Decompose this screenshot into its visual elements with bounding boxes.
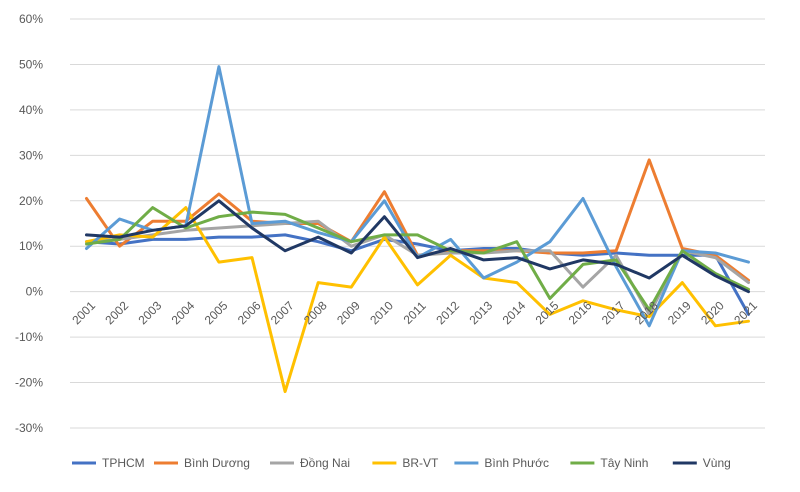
legend-label: Tây Ninh xyxy=(600,456,648,470)
y-axis-ticks: 60% 50% 40% 30% 20% 10% 0% -10% -20% -30% xyxy=(15,12,43,435)
x-tick-label: 2002 xyxy=(102,298,131,327)
y-tick-label: -10% xyxy=(15,330,43,344)
gridlines xyxy=(70,18,765,429)
series-lines xyxy=(85,65,750,394)
x-tick-label: 2004 xyxy=(169,298,198,327)
legend-label: Bình Phước xyxy=(484,456,549,470)
series-line-bình-phước xyxy=(85,65,750,328)
y-tick-label: -20% xyxy=(15,376,43,390)
y-tick-label: 0% xyxy=(26,285,44,299)
legend-item: Vùng xyxy=(672,456,731,470)
x-tick-label: 2009 xyxy=(334,298,363,327)
y-tick-label: 50% xyxy=(19,57,43,71)
x-tick-label: 2003 xyxy=(136,298,165,327)
x-tick-label: 2014 xyxy=(500,298,529,327)
legend-label: Đồng Nai xyxy=(300,456,350,470)
x-tick-label: 2012 xyxy=(433,298,462,327)
y-tick-label: 20% xyxy=(19,194,43,208)
series-line-vùng xyxy=(85,199,750,294)
x-tick-label: 2008 xyxy=(301,298,330,327)
legend-item: Bình Dương xyxy=(154,456,250,470)
x-tick-label: 2010 xyxy=(367,298,396,327)
legend: TPHCM Bình Dương Đồng Nai BR-VT Bình Phước Tâ… xyxy=(72,456,731,470)
legend-label: TPHCM xyxy=(102,456,145,470)
legend-item: Bình Phước xyxy=(454,456,549,470)
legend-item: Đồng Nai xyxy=(270,456,350,470)
x-tick-label: 2005 xyxy=(202,298,231,327)
legend-label: Bình Dương xyxy=(184,456,250,470)
x-tick-label: 2001 xyxy=(69,298,98,327)
legend-label: BR-VT xyxy=(402,456,439,470)
x-tick-label: 2011 xyxy=(401,299,429,327)
y-tick-label: 60% xyxy=(19,12,43,26)
series-line-tây-ninh xyxy=(85,206,750,312)
y-tick-label: 10% xyxy=(19,239,43,253)
y-tick-label: 30% xyxy=(19,148,43,162)
legend-item: Tây Ninh xyxy=(570,456,648,470)
x-tick-label: 2013 xyxy=(466,298,495,327)
y-tick-label: -30% xyxy=(15,421,43,435)
y-tick-label: 40% xyxy=(19,103,43,117)
x-tick-label: 2019 xyxy=(665,298,694,327)
series-line-tphcm xyxy=(85,233,750,316)
legend-item: TPHCM xyxy=(72,456,145,470)
legend-item: BR-VT xyxy=(372,456,439,470)
legend-label: Vùng xyxy=(703,456,731,470)
x-tick-label: 2006 xyxy=(235,298,264,327)
x-tick-label: 2007 xyxy=(268,298,297,327)
